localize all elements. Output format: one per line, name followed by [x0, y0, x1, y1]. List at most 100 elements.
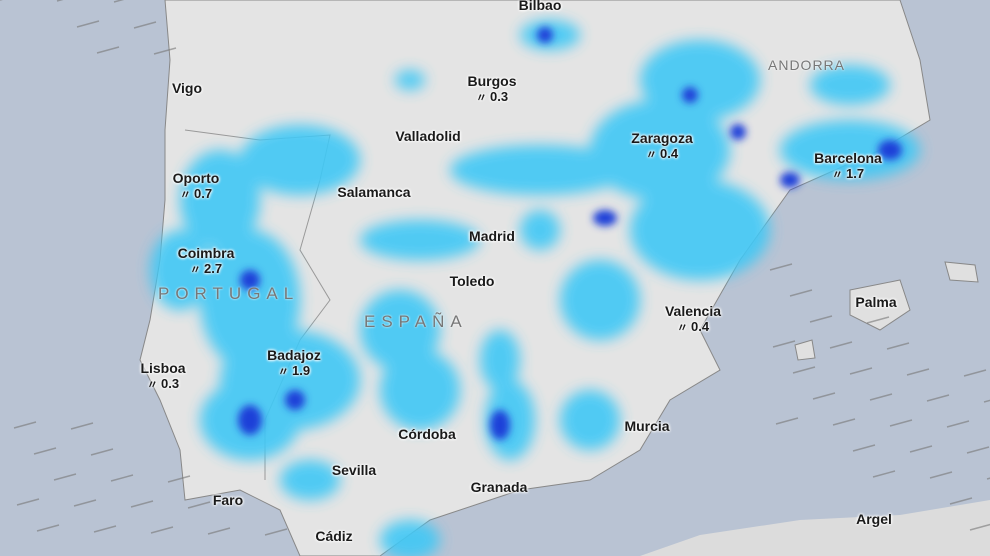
wind-streak	[789, 289, 813, 297]
city-label-murcia[interactable]: Murcia	[624, 418, 669, 434]
wind-streak	[153, 47, 177, 55]
precip-amount: 2.7	[203, 261, 223, 276]
city-label-burgos[interactable]: Burgos 〃 0.3	[468, 73, 517, 106]
wind-streak	[187, 501, 211, 509]
mallorca	[849, 279, 911, 331]
city-label-vigo[interactable]: Vigo	[172, 80, 202, 96]
heavy-rain-area	[240, 270, 260, 290]
precip-value: 〃 2.7	[178, 261, 235, 278]
wind-streak	[90, 448, 114, 456]
wind-streak	[207, 527, 231, 535]
city-label-lisboa[interactable]: Lisboa 〃 0.3	[140, 360, 185, 393]
heavy-rain-area	[285, 390, 305, 410]
africa-land	[640, 500, 990, 556]
rain-icon: 〃	[277, 366, 292, 378]
rain-area	[590, 100, 730, 200]
rain-area	[380, 350, 460, 430]
heavy-rain-area	[490, 410, 510, 440]
city-label-madrid[interactable]: Madrid	[469, 228, 515, 244]
rain-area	[450, 145, 630, 195]
wind-streak	[906, 368, 930, 376]
precip-value: 〃 0.4	[631, 146, 692, 163]
city-name: Zaragoza	[631, 130, 693, 146]
city-label-toledo[interactable]: Toledo	[450, 273, 495, 289]
menorca	[944, 261, 979, 283]
wind-streak	[866, 316, 890, 324]
city-name: Argel	[856, 511, 892, 527]
city-label-oporto[interactable]: Oporto 〃 0.7	[173, 170, 220, 203]
heavy-rain-area	[682, 87, 698, 103]
wind-streak	[869, 393, 893, 401]
wind-streak	[36, 524, 60, 532]
heavy-rain-area	[730, 124, 746, 140]
city-label-córdoba[interactable]: Córdoba	[398, 426, 456, 442]
wind-streak	[832, 418, 856, 426]
city-name: Burgos	[467, 73, 517, 89]
rain-icon: 〃	[475, 92, 490, 104]
precip-value: 〃 0.3	[140, 376, 185, 393]
city-label-valencia[interactable]: Valencia 〃 0.4	[665, 303, 721, 336]
wind-streak	[113, 0, 125, 3]
heavy-rain-area	[238, 405, 262, 435]
wind-streak	[829, 341, 853, 349]
precip-value: 〃 1.9	[267, 363, 321, 380]
city-label-valladolid[interactable]: Valladolid	[395, 128, 460, 144]
precip-amount: 1.7	[845, 166, 865, 181]
rain-area	[560, 260, 640, 340]
precip-amount: 0.3	[489, 89, 509, 104]
city-name: Lisboa	[140, 360, 186, 376]
rain-area	[150, 230, 210, 310]
city-label-argel[interactable]: Argel	[856, 511, 892, 527]
rain-area	[630, 180, 770, 280]
city-name: Barcelona	[814, 150, 882, 166]
city-label-barcelona[interactable]: Barcelona 〃 1.7	[814, 150, 882, 183]
rain-icon: 〃	[179, 189, 194, 201]
wind-streak	[167, 475, 191, 483]
city-name: Valencia	[664, 303, 722, 319]
wind-streak	[809, 315, 833, 323]
heavy-rain-area	[878, 140, 902, 160]
wind-streak	[969, 523, 990, 531]
rain-area	[560, 390, 620, 450]
rain-area	[380, 520, 440, 556]
precip-amount: 0.4	[690, 319, 710, 334]
rain-icon: 〃	[676, 322, 691, 334]
city-label-salamanca[interactable]: Salamanca	[337, 184, 410, 200]
wind-streak	[775, 417, 799, 425]
city-label-badajoz[interactable]: Badajoz 〃 1.9	[267, 347, 321, 380]
city-name: Cádiz	[315, 528, 353, 544]
city-name: Valladolid	[395, 128, 461, 144]
wind-streak	[929, 471, 953, 479]
rain-area	[360, 220, 480, 260]
wind-streak	[76, 20, 100, 28]
rain-icon: 〃	[645, 149, 660, 161]
country-label: ANDORRA	[768, 57, 846, 73]
wind-streak	[792, 366, 816, 374]
city-name: Coimbra	[177, 245, 235, 261]
city-label-coimbra[interactable]: Coimbra 〃 2.7	[178, 245, 235, 278]
wind-streak	[872, 470, 896, 478]
wind-streak	[769, 263, 793, 271]
city-label-palma[interactable]: Palma	[855, 294, 896, 310]
precip-amount: 0.7	[193, 186, 213, 201]
wind-streak	[73, 499, 97, 507]
heavy-rain-area	[593, 210, 617, 226]
city-label-faro[interactable]: Faro	[213, 492, 243, 508]
wind-streak	[13, 421, 37, 429]
city-label-zaragoza[interactable]: Zaragoza 〃 0.4	[631, 130, 692, 163]
city-label-sevilla[interactable]: Sevilla	[332, 462, 376, 478]
city-label-granada[interactable]: Granada	[471, 479, 528, 495]
ibiza	[794, 339, 816, 361]
city-label-cádiz[interactable]: Cádiz	[315, 528, 352, 544]
city-name: Palma	[855, 294, 897, 310]
precip-amount: 0.3	[160, 376, 180, 391]
wind-streak	[812, 392, 836, 400]
rain-icon: 〃	[146, 379, 161, 391]
city-name: Salamanca	[337, 184, 411, 200]
city-name: Murcia	[624, 418, 670, 434]
wind-streak	[852, 444, 876, 452]
city-name: Sevilla	[331, 462, 377, 478]
city-label-bilbao[interactable]: Bilbao	[519, 0, 562, 13]
